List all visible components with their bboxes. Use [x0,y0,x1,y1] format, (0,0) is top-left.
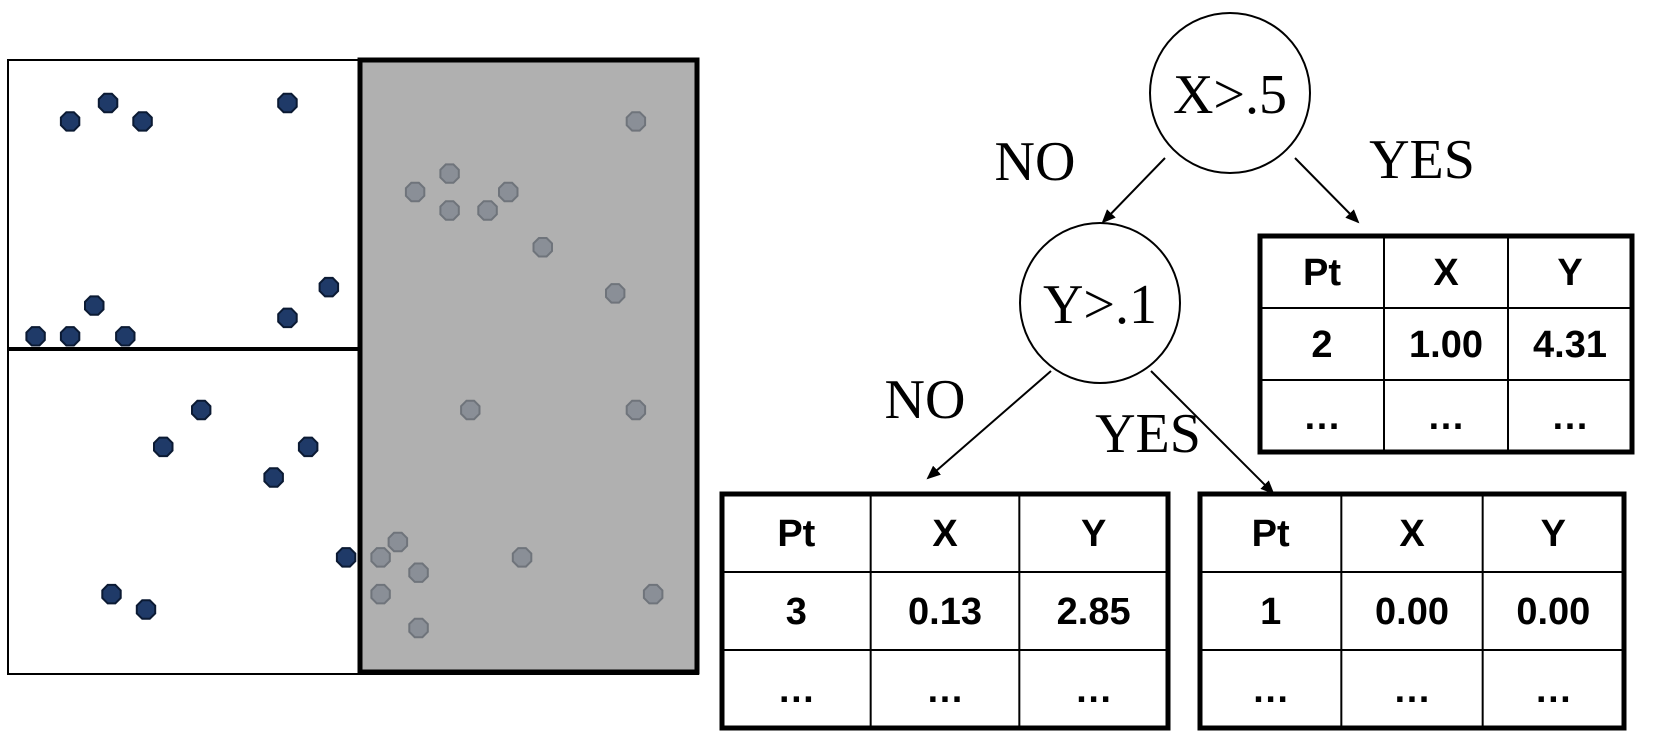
table-header-cell: X [1399,513,1425,555]
table-cell: 3 [786,591,807,633]
blue-point-15 [335,547,357,568]
table-cell: … [1427,396,1465,438]
gray-point-1 [625,111,647,132]
root-node-label: X>.5 [1173,64,1287,126]
blue-point-8 [25,326,46,347]
edge-root-no-arrow [1101,157,1166,224]
root-node [1149,12,1311,174]
blue-point-7 [277,307,298,329]
blue-point-2 [97,92,119,114]
table-cell: … [1393,669,1431,711]
blue-point-12 [153,436,174,458]
gray-point-7 [532,237,553,258]
blue-point-group [25,92,357,620]
table-cell: … [1252,669,1290,711]
gray-point-9 [460,399,481,421]
table-cell: 2 [1311,324,1332,366]
table-header-cell: Pt [1252,513,1290,555]
blue-point-4 [277,92,298,114]
leaf-table-bottom-right: Pt X Y 1 0.00 0.00 … … … [1197,491,1627,731]
gray-point-4 [439,200,460,221]
shaded-region-x-gt-half [357,57,700,675]
child-node [1019,222,1181,384]
table-cell: … [1075,669,1113,711]
blue-point-6 [318,276,340,298]
gray-point-3 [404,181,426,203]
table-frame [1197,491,1627,731]
gray-point-17 [408,617,429,639]
blue-point-1 [59,111,81,132]
table-frame [1257,233,1635,455]
gray-point-5 [477,200,498,221]
table-cell: … [777,669,815,711]
blue-point-9 [59,326,81,347]
table-cell: … [1551,396,1589,438]
blue-point-10 [115,326,136,347]
gray-point-15 [370,583,391,605]
edge-root-yes-label: YES [1369,129,1475,191]
gray-point-8 [605,283,626,304]
leaf-table-bottom-left: Pt X Y 3 0.13 2.85 … … … [719,491,1171,731]
table-header-cell: Y [1081,513,1106,555]
table-header-cell: Pt [777,513,815,555]
gray-point-2 [439,163,460,184]
edge-child-no-arrow [926,370,1052,480]
table-header-cell: Y [1541,513,1566,555]
gray-point-11 [387,531,409,553]
table-cell: … [1303,396,1341,438]
table-cell: 1.00 [1409,324,1483,366]
table-frame [719,491,1171,731]
table-cell: 0.00 [1375,591,1449,633]
gray-point-16 [642,583,664,605]
table-header-cell: Y [1557,252,1582,294]
gray-point-group [370,111,664,639]
table-cell: 1 [1260,591,1281,633]
gray-point-14 [408,562,429,583]
table-cell: … [926,669,964,711]
blue-point-3 [132,111,153,132]
edge-child-yes-arrow [1150,370,1275,495]
table-header-cell: Pt [1303,252,1341,294]
gray-point-12 [370,547,391,568]
decision-tree: X>.5 Y>.1 NO YES NO YES [885,12,1475,495]
table-header-cell: X [932,513,958,555]
edge-child-yes-label: YES [1095,403,1201,465]
blue-point-17 [135,599,157,620]
table-header-cell: X [1433,252,1459,294]
gray-point-10 [625,399,647,421]
gray-point-6 [498,181,519,203]
leaf-table-top-right: Pt X Y 2 1.00 4.31 … … … [1257,233,1635,455]
blue-point-11 [191,399,212,421]
table-cell: 0.00 [1516,591,1590,633]
scatter-panel [7,57,700,675]
table-cell: 0.13 [908,591,982,633]
table-cell: 4.31 [1533,324,1607,366]
edge-root-no-label: NO [995,131,1076,193]
table-cell: … [1534,669,1572,711]
child-node-label: Y>.1 [1043,274,1157,336]
blue-point-13 [297,436,319,458]
blue-point-5 [84,295,105,316]
blue-point-14 [263,467,284,488]
blue-point-16 [101,583,122,605]
gray-point-13 [511,547,533,568]
edge-root-yes-arrow [1294,157,1360,224]
table-cell: 2.85 [1057,591,1131,633]
edge-child-no-label: NO [885,369,966,431]
